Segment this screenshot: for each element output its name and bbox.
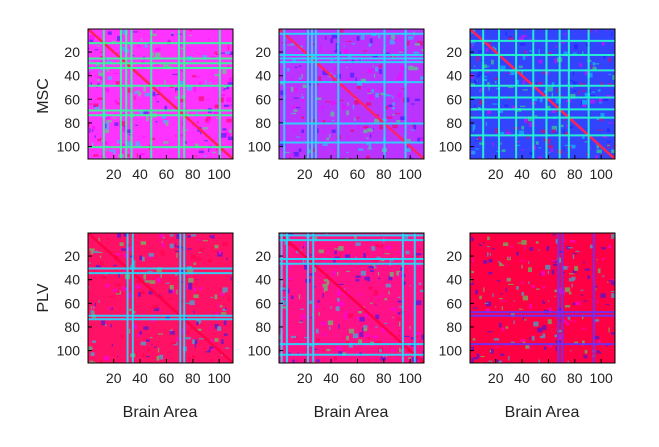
x-axis-label-col2: Brain Area — [314, 404, 389, 421]
y-tick-label: 60 — [255, 91, 271, 107]
x-tick-label: 100 — [398, 370, 422, 386]
y-tick-label: 60 — [446, 295, 462, 311]
y-tick-label: 20 — [255, 248, 271, 264]
heatmap-diagonal — [470, 29, 615, 159]
heatmap-panel-1-2: 20 20 40 40 60 60 80 80 100 100 — [248, 28, 425, 182]
heatmap-diagonal — [279, 29, 424, 159]
y-tick-label: 60 — [64, 295, 80, 311]
x-tick-label: 100 — [589, 370, 613, 386]
panel-frame — [87, 28, 234, 160]
y-tick-label: 80 — [255, 319, 271, 335]
x-tick-label: 100 — [207, 370, 231, 386]
y-tick-label: 80 — [255, 115, 271, 131]
x-tick-label: 40 — [323, 166, 339, 182]
y-tick-label: 20 — [255, 44, 271, 60]
y-tick-label: 40 — [255, 272, 271, 288]
x-tick-label: 60 — [159, 370, 175, 386]
x-tick-label: 20 — [488, 370, 504, 386]
heatmap-panel-2-2: 20 20 40 40 60 60 80 80 100 100 — [248, 232, 425, 386]
x-tick-label: 20 — [297, 370, 313, 386]
x-tick-label: 40 — [132, 166, 148, 182]
x-tick-label: 80 — [567, 370, 583, 386]
x-tick-label: 60 — [159, 166, 175, 182]
x-tick-label: 20 — [106, 166, 122, 182]
y-tick-label: 100 — [57, 139, 81, 155]
y-tick-label: 80 — [446, 115, 462, 131]
x-tick-label: 20 — [106, 370, 122, 386]
panel-frame — [278, 28, 425, 160]
x-tick-label: 40 — [514, 370, 530, 386]
heatmap-diagonal — [88, 29, 233, 159]
x-tick-label: 40 — [514, 166, 530, 182]
y-tick-label: 100 — [57, 343, 81, 359]
y-tick-label: 100 — [248, 343, 272, 359]
x-tick-label: 20 — [488, 166, 504, 182]
x-tick-label: 100 — [589, 166, 613, 182]
heatmap-panel-1-3: 20 20 40 40 60 60 80 80 100 100 — [439, 28, 616, 182]
x-axis-label-col1: Brain Area — [123, 404, 198, 421]
y-tick-label: 20 — [446, 44, 462, 60]
x-tick-label: 20 — [297, 166, 313, 182]
x-tick-label: 80 — [567, 166, 583, 182]
x-tick-label: 100 — [398, 166, 422, 182]
x-tick-label: 60 — [541, 370, 557, 386]
x-tick-label: 60 — [541, 166, 557, 182]
panel-frame — [469, 232, 616, 364]
heatmap-panel-1-1: 20 20 40 40 60 60 80 80 100 100 — [57, 28, 234, 182]
x-tick-label: 80 — [376, 370, 392, 386]
x-axis-label-col3: Brain Area — [505, 404, 580, 421]
row-label-plv: PLV — [35, 283, 52, 312]
y-tick-label: 20 — [64, 248, 80, 264]
y-tick-label: 80 — [64, 319, 80, 335]
y-tick-label: 80 — [64, 115, 80, 131]
panel-frame — [278, 232, 425, 364]
heatmap-diagonal — [279, 233, 424, 363]
y-tick-label: 80 — [446, 319, 462, 335]
y-tick-label: 40 — [255, 68, 271, 84]
heatmap-panel-2-1: 20 20 40 40 60 60 80 80 100 100 — [57, 232, 234, 386]
panel-frame — [87, 232, 234, 364]
x-tick-label: 80 — [185, 370, 201, 386]
heatmap-diagonal — [470, 233, 615, 363]
y-tick-label: 40 — [64, 68, 80, 84]
y-tick-label: 60 — [255, 295, 271, 311]
heatmap-panel-2-3: 20 20 40 40 60 60 80 80 100 100 — [439, 232, 616, 386]
x-tick-label: 80 — [185, 166, 201, 182]
x-tick-label: 40 — [323, 370, 339, 386]
y-tick-label: 40 — [64, 272, 80, 288]
x-tick-label: 40 — [132, 370, 148, 386]
x-tick-label: 60 — [350, 370, 366, 386]
y-tick-label: 100 — [439, 139, 463, 155]
y-tick-label: 20 — [446, 248, 462, 264]
y-tick-label: 20 — [64, 44, 80, 60]
panel-frame — [469, 28, 616, 160]
heatmap-diagonal — [88, 233, 233, 363]
y-tick-label: 60 — [446, 91, 462, 107]
y-tick-label: 40 — [446, 68, 462, 84]
y-tick-label: 100 — [248, 139, 272, 155]
y-tick-label: 60 — [64, 91, 80, 107]
y-tick-label: 40 — [446, 272, 462, 288]
x-tick-label: 100 — [207, 166, 231, 182]
x-tick-label: 80 — [376, 166, 392, 182]
row-label-msc: MSC — [35, 78, 52, 114]
y-tick-label: 100 — [439, 343, 463, 359]
x-tick-label: 60 — [350, 166, 366, 182]
